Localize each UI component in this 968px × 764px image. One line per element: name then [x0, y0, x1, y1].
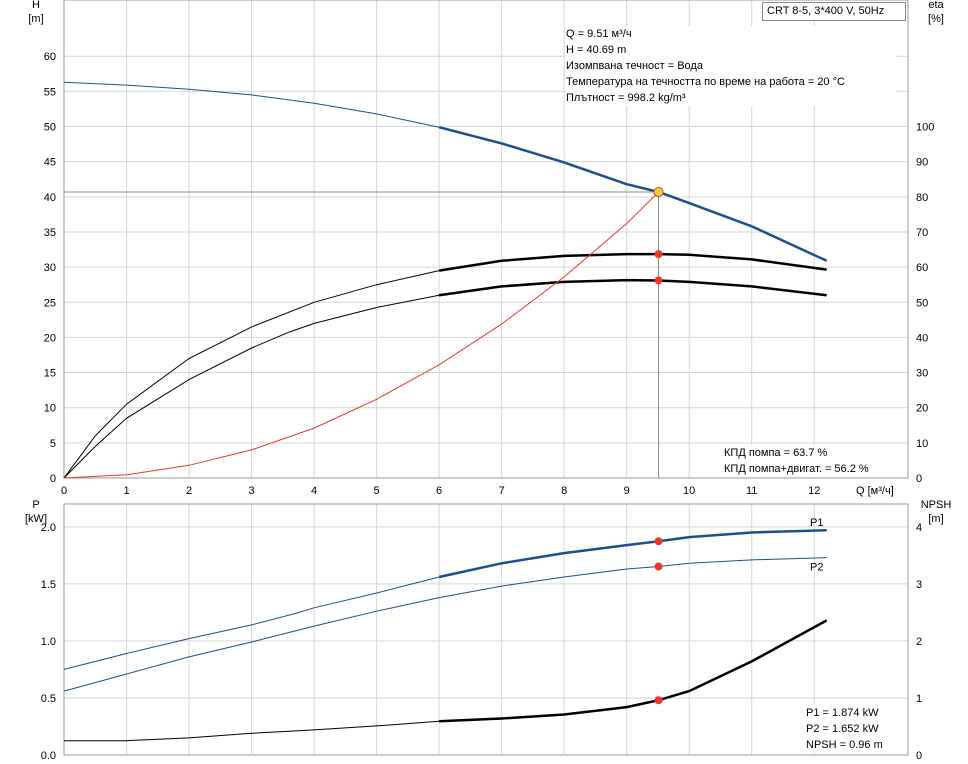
y-tick-label-left: 35	[44, 227, 56, 239]
y-tick-label-right: 60	[916, 262, 928, 274]
x-tick-label: 0	[61, 485, 67, 497]
x-tick-label: 10	[683, 485, 695, 497]
series-line-H	[63, 81, 440, 128]
y-tick-label-right: 80	[916, 192, 928, 204]
y-tick-label-left: 50	[44, 122, 56, 134]
operating-point-npsh	[654, 696, 663, 705]
chart-title-box: CRT 8-5, 3*400 V, 50Hz	[762, 2, 906, 21]
x-tick-label: 1	[123, 485, 129, 497]
series-line-bold-eta_total	[438, 278, 827, 297]
y-tick-label-right: 0	[916, 750, 922, 762]
power-info: P1 = 1.874 kW P2 = 1.652 kW NPSH = 0.96 …	[806, 705, 906, 753]
x-tick-label: 9	[624, 485, 630, 497]
eta-axis-symbol: eta	[928, 0, 944, 11]
y-tick-label-right: 70	[916, 227, 928, 239]
info-line-temperature: Температура на течността по време на раб…	[566, 76, 845, 88]
x-tick-label: 3	[248, 485, 254, 497]
y-tick-label-right: 1	[916, 693, 922, 705]
series-line-NPSH	[64, 720, 440, 742]
x-tick-label: 12	[808, 485, 820, 497]
y-tick-label-left: 5	[50, 438, 56, 450]
y-tick-label-left: 2.0	[41, 522, 56, 534]
p-axis-symbol: P	[32, 499, 39, 511]
operating-point-eta-total	[654, 276, 663, 285]
info-line-h: H = 40.69 m	[566, 44, 627, 56]
y-tick-label-right: 4	[916, 522, 922, 534]
y-tick-label-left: 10	[44, 403, 56, 415]
npsh-axis-symbol: NPSH	[921, 499, 952, 511]
h-axis-symbol: H	[32, 0, 40, 11]
series-line-bold-NPSH	[439, 619, 828, 723]
y-tick-label-left: 25	[44, 297, 56, 309]
x-tick-label: 2	[186, 485, 192, 497]
x-tick-label: 5	[374, 485, 380, 497]
y-tick-label-right: 2	[916, 636, 922, 648]
y-tick-label-left: 15	[44, 368, 56, 380]
y-tick-label-right: 3	[916, 579, 922, 591]
info-line-q: Q = 9.51 м³/ч	[566, 28, 632, 40]
lower-plot: 0.0 0.5 1.0 1.5 2.0 0 1 2 3 4 P1 P2 P [kW] NPSH [m]	[25, 499, 951, 762]
eta-axis-unit: [%]	[928, 13, 944, 25]
series-line-bold-eta_pump	[438, 252, 827, 272]
y-tick-label-right: 40	[916, 332, 928, 344]
series-line-system	[63, 191, 659, 479]
x-tick-label: 6	[436, 485, 442, 497]
info-line-liquid: Изомпвана течност = Вода	[566, 60, 703, 72]
operating-point-eta-pump	[654, 250, 663, 259]
series-line-eta_pump	[63, 270, 440, 479]
y-tick-label-left: 40	[44, 192, 56, 204]
y-tick-label-right: 10	[916, 438, 928, 450]
plot-frame	[63, 503, 909, 756]
y-tick-label-left: 55	[44, 86, 56, 98]
h-axis-unit: [m]	[28, 13, 43, 25]
y-tick-label-right: 100	[916, 122, 934, 134]
series-label-p2: P2	[810, 562, 823, 574]
info-line-npsh: NPSH = 0.96 m	[806, 739, 883, 751]
p-axis-unit: [kW]	[25, 513, 47, 525]
info-line-p2: P2 = 1.652 kW	[806, 723, 879, 735]
chart-title: CRT 8-5, 3*400 V, 50Hz	[767, 5, 885, 17]
y-tick-label-left: 0.5	[41, 693, 56, 705]
operating-point-p1	[654, 537, 663, 546]
npsh-axis-unit: [m]	[928, 513, 943, 525]
y-tick-label-left: 30	[44, 262, 56, 274]
y-tick-label-right: 20	[916, 403, 928, 415]
x-tick-label: 7	[499, 485, 505, 497]
y-tick-label-left: 0.0	[41, 750, 56, 762]
series-line-bold-P1	[438, 528, 827, 579]
operating-point-info: Q = 9.51 м³/ч H = 40.69 m Изомпвана течн…	[566, 26, 896, 106]
y-tick-label-right: 90	[916, 157, 928, 169]
y-tick-label-right: 30	[916, 368, 928, 380]
series-line-P2	[63, 557, 827, 692]
y-tick-label-left: 0	[50, 473, 56, 485]
info-line-p1: P1 = 1.874 kW	[806, 707, 879, 719]
y-tick-label-left: 45	[44, 157, 56, 169]
series-label-p1: P1	[810, 517, 823, 529]
efficiency-info: КПД помпа = 63.7 % КПД помпа+двигат. = 5…	[724, 445, 894, 477]
y-tick-label-left: 1.0	[41, 636, 56, 648]
x-tick-label: 4	[311, 485, 317, 497]
series-line-P1	[63, 576, 440, 670]
operating-point-p2	[654, 562, 663, 571]
x-tick-label: 8	[561, 485, 567, 497]
plot-frame	[63, 0, 909, 479]
info-line-eta-total: КПД помпа+двигат. = 56.2 %	[724, 463, 869, 475]
info-line-eta-pump: КПД помпа = 63.7 %	[724, 447, 828, 459]
x-tick-label: 11	[746, 485, 757, 497]
y-tick-label-left: 20	[44, 332, 56, 344]
y-tick-label-left: 1.5	[41, 579, 56, 591]
operating-point-head	[653, 186, 664, 197]
y-tick-label-right: 0	[916, 473, 922, 485]
y-tick-label-right: 50	[916, 297, 928, 309]
x-axis-label: Q [м³/ч]	[856, 485, 894, 497]
info-line-density: Плътност = 998.2 kg/m³	[566, 92, 686, 104]
series-line-bold-H	[438, 125, 828, 262]
y-tick-label-left: 60	[44, 51, 56, 63]
series-line-eta_total	[63, 294, 440, 479]
